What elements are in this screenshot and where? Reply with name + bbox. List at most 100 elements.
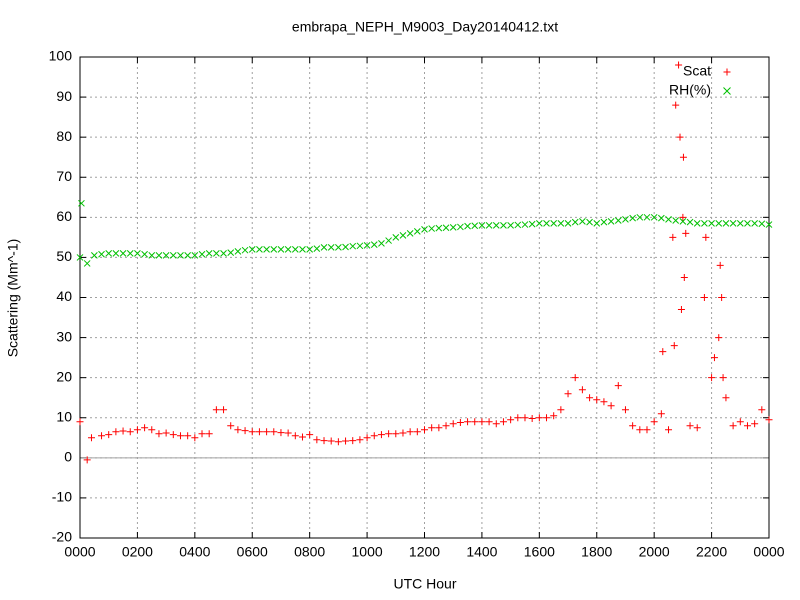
y-tick-label: 10 [56,408,72,424]
data-point [571,374,579,382]
data-point [198,430,206,438]
data-point [421,226,428,233]
data-point [98,250,105,258]
data-point [356,436,364,444]
data-point [636,426,644,434]
data-point [471,222,479,230]
x-tick-label: 1200 [409,544,440,560]
data-point [672,217,680,224]
x-tick-label: 0600 [237,544,268,560]
data-point [284,429,292,437]
data-point [349,242,357,250]
x-axis-label: UTC Hour [393,576,456,592]
data-point [428,424,436,432]
data-point [478,418,486,426]
y-tick-label: 80 [56,128,72,144]
data-point [600,218,608,226]
legend-marker [723,87,731,95]
data-point [686,218,694,226]
data-point [665,426,673,434]
data-point [629,214,636,222]
data-point [213,250,220,257]
data-point [83,456,91,464]
data-point [212,406,220,414]
data-point [758,406,766,414]
data-point [550,219,558,227]
data-point [263,428,271,436]
data-point [677,306,685,314]
data-point [457,223,464,231]
data-point [342,243,349,251]
data-point [557,219,565,227]
data-point [693,219,701,227]
data-point [507,221,514,229]
data-point [442,224,450,232]
data-point [621,406,629,414]
data-point [528,415,536,423]
data-point [586,394,594,402]
data-point [716,261,724,269]
data-point [679,217,687,225]
data-point [543,219,550,227]
data-point [155,252,163,259]
data-point [176,432,184,440]
data-point [291,432,299,440]
data-point [428,225,436,232]
data-point [643,213,651,221]
y-tick-label: 0 [64,449,72,465]
data-point [327,244,335,251]
legend-marker [723,68,731,76]
data-point [708,374,716,382]
data-point [306,431,314,439]
data-point [220,406,228,414]
legend-label: RH(%) [669,82,711,98]
data-point [421,426,428,434]
data-point [91,252,98,259]
data-point [385,430,393,438]
data-point [205,430,213,438]
chart-title: embrapa_NEPH_M9003_Day20140412.txt [292,19,558,35]
x-tick-label: 0800 [294,544,325,560]
data-point [133,426,141,434]
data-point [578,386,586,394]
data-point [514,221,522,229]
data-point [177,252,184,259]
data-point [119,427,127,435]
data-point [679,153,687,161]
plot-border [79,56,770,539]
data-point [492,420,500,428]
y-tick-label: 100 [49,48,73,64]
data-point [456,419,464,427]
data-point [112,428,120,436]
data-point [485,418,493,426]
data-point [126,250,134,257]
data-point [378,240,385,247]
data-point [700,294,708,301]
data-point [564,219,572,227]
data-point [313,436,321,444]
data-point [464,418,472,426]
data-point [392,234,400,241]
y-tick-label: 30 [56,328,72,344]
data-point [284,246,292,253]
data-point [155,430,163,438]
data-point [148,252,156,259]
data-point [702,233,710,241]
data-point [313,245,321,252]
data-point [306,246,314,253]
y-tick-label: 90 [56,88,72,104]
data-point [148,426,156,434]
data-point [370,241,378,248]
data-point [676,133,684,141]
data-point [83,260,91,267]
data-point [670,342,678,350]
legend-label: Scat [683,63,711,79]
data-point [406,428,414,436]
x-tick-label: 0000 [753,544,784,560]
data-point [614,382,622,390]
data-point [413,428,421,436]
data-point [377,431,385,439]
data-point [291,246,299,253]
data-point [675,61,683,69]
data-point [76,418,84,426]
